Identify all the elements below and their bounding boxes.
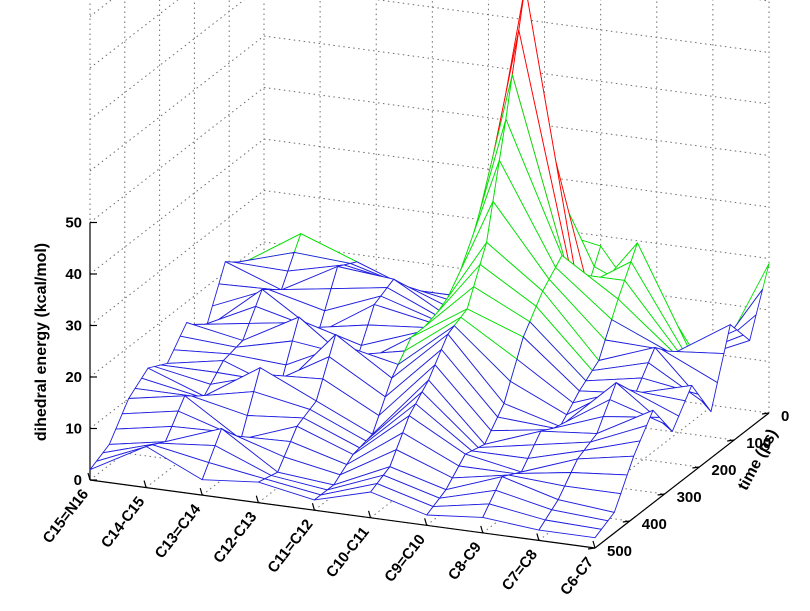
time-tick-label: 400 (642, 516, 667, 533)
time-tick-mark (761, 412, 770, 415)
surface (89, 0, 770, 539)
dihedral-tick-mark (311, 503, 316, 511)
grid-line (89, 35, 265, 172)
grid-line (89, 0, 113, 17)
time-tick-mark (692, 466, 700, 469)
grid-line (89, 241, 265, 378)
z-tick-label: 30 (65, 318, 82, 335)
time-tick-mark (657, 493, 665, 496)
time-tick-mark (622, 520, 630, 523)
dihedral-tick-label: C8-C9 (445, 539, 485, 584)
grid-line (89, 138, 265, 275)
time-tick-label: 500 (607, 543, 632, 560)
grid-line (89, 0, 179, 69)
axes (87, 221, 770, 550)
time-tick-label: 300 (677, 489, 702, 506)
time-tick-mark (587, 547, 596, 550)
surface-cell (538, 519, 602, 539)
dihedral-tick-label: C13=C14 (152, 501, 205, 562)
time-axis-line (594, 412, 770, 549)
dihedral-tick-label: C9=C10 (381, 531, 429, 585)
grid-line (89, 190, 265, 326)
dihedral-tick-mark (480, 525, 484, 534)
z-tick-label: 50 (65, 215, 82, 232)
time-tick-label: 200 (711, 462, 736, 479)
dihedral-tick-label: C15=N16 (39, 486, 92, 547)
dihedral-tick-mark (367, 510, 372, 518)
dihedral-tick-mark (592, 540, 596, 549)
dihedral-tick-label: C12-C13 (210, 509, 260, 567)
dihedral-tick-mark (255, 495, 259, 503)
grid-line (757, 0, 770, 2)
dihedral-tick-label: C6-C7 (557, 554, 597, 599)
dihedral-tick-mark (536, 533, 540, 541)
z-tick-label: 10 (65, 421, 82, 438)
time-tick-label: 0 (781, 408, 789, 425)
time-tick-label: 100 (746, 435, 771, 452)
dihedral-tick-label: C7=C8 (499, 546, 541, 594)
z-tick-label: 40 (65, 266, 82, 283)
grid-line (89, 87, 265, 223)
dihedral-tick-mark (87, 472, 91, 481)
dihedral-tick-mark (143, 480, 147, 488)
z-tick-label: 0 (74, 472, 82, 489)
z-tick-label: 20 (65, 369, 82, 386)
surface-cell (570, 455, 635, 476)
grid-line (89, 0, 245, 120)
dihedral-axis-line (89, 479, 596, 549)
time-tick-mark (727, 439, 735, 442)
dihedral-tick-mark (199, 487, 203, 496)
z-axis-label: dihedral energy (kcal/mol) (33, 243, 50, 441)
dihedral-tick-label: C10-C11 (323, 524, 373, 581)
dihedral-tick-mark (424, 518, 428, 526)
dihedral-tick-label: C14-C15 (98, 494, 148, 552)
dihedral-tick-label: C11=C12 (264, 516, 316, 576)
